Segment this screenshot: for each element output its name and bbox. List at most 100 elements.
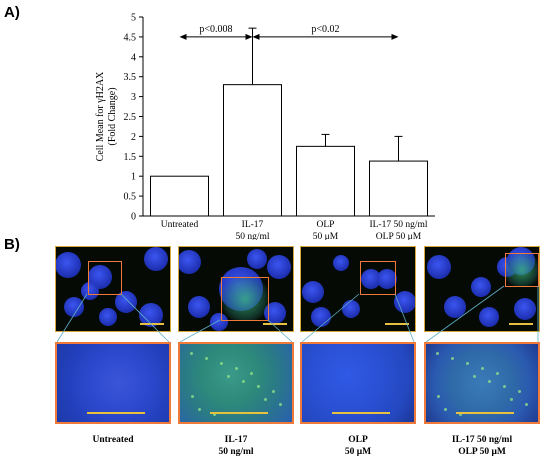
nucleus xyxy=(64,297,84,317)
panel-b-label: B) xyxy=(4,236,20,253)
arrowhead-left xyxy=(252,33,260,40)
nucleus xyxy=(99,308,117,326)
nucleus xyxy=(247,249,267,269)
micrograph-thumbnail xyxy=(178,246,294,332)
y-tick-label: 0.5 xyxy=(124,192,137,203)
y-tick-label: 4.5 xyxy=(124,32,137,43)
green-staining xyxy=(505,253,539,287)
foci-dot xyxy=(444,408,447,411)
y-tick-label: 4 xyxy=(131,52,136,63)
y-axis-title: Cell Mean for γH2AX(Fold Change) xyxy=(95,71,118,161)
foci-dot xyxy=(198,408,201,411)
foci-dot xyxy=(437,395,440,398)
foci-dot xyxy=(436,352,439,355)
error-bars xyxy=(248,27,403,162)
foci-dot xyxy=(518,390,521,393)
arrowhead-right xyxy=(391,33,399,40)
micrograph-caption: Untreated xyxy=(92,435,134,445)
y-tick-label: 3.5 xyxy=(124,72,137,83)
nucleus xyxy=(311,307,331,327)
y-tick-label: 5 xyxy=(131,13,136,24)
x-tick-label: Untreated xyxy=(161,220,199,230)
nucleus xyxy=(342,300,360,318)
nucleus xyxy=(471,277,491,297)
bars xyxy=(150,84,428,217)
nucleus xyxy=(179,250,201,274)
scale-bar xyxy=(456,412,514,414)
foci-dot xyxy=(250,372,253,375)
foci-dot xyxy=(473,375,476,378)
y-tick-label: 1 xyxy=(131,172,136,183)
zoom-connector-lines xyxy=(56,293,170,343)
micrograph-zoom xyxy=(178,342,294,424)
y-tick-label: 1.5 xyxy=(124,152,137,163)
bar xyxy=(296,145,355,217)
foci-dot xyxy=(242,380,245,383)
micrograph-caption: IL-17 50 ng/ml OLP 50 μM xyxy=(451,435,513,457)
foci-dot xyxy=(481,367,484,370)
connector-left xyxy=(179,319,221,343)
nucleus xyxy=(377,269,397,289)
bar-chart: Cell Mean for γH2AX(Fold Change) 0 0.5 1 1.… xyxy=(95,13,435,240)
zoom-connector-lines xyxy=(301,293,415,343)
green-staining xyxy=(221,277,269,321)
nucleus xyxy=(267,255,291,279)
scale-bar xyxy=(210,412,268,414)
nucleus xyxy=(479,307,499,327)
nucleus xyxy=(188,296,210,318)
p-value-label: p<0.02 xyxy=(311,24,339,35)
foci-dot xyxy=(220,362,223,365)
connector-right xyxy=(267,319,293,343)
foci-dot xyxy=(488,380,491,383)
micrograph-zoom xyxy=(55,342,171,424)
nucleus xyxy=(81,282,99,300)
x-tick-label: 50 ng/ml xyxy=(235,232,269,240)
zoom-region-box xyxy=(360,261,396,295)
foci-dot xyxy=(466,362,469,365)
y-tick-label: 0 xyxy=(131,212,136,223)
y-axis-title-line: Cell Mean for γH2AX xyxy=(95,71,106,161)
zoom-region-box xyxy=(221,277,269,321)
nucleus xyxy=(210,313,228,331)
foci-dot xyxy=(190,352,193,355)
connector-left xyxy=(301,293,360,343)
p-value-label: p<0.008 xyxy=(199,24,232,35)
scale-bar xyxy=(87,412,145,414)
foci-dot xyxy=(257,385,260,388)
significance-annotations: p<0.008 p<0.02 xyxy=(179,24,399,40)
arrowhead-right xyxy=(245,33,253,40)
foci-dot xyxy=(205,357,208,360)
nucleus xyxy=(302,281,324,303)
nucleus xyxy=(444,296,466,318)
scale-bar xyxy=(140,323,164,325)
foci-dot xyxy=(235,367,238,370)
y-axis-title-line: (Fold Change) xyxy=(107,87,118,145)
x-tick-label: OLP xyxy=(317,220,335,230)
foci-dot xyxy=(227,375,230,378)
zoom-connector-lines xyxy=(425,285,539,343)
y-axis-label: Cell Mean for γH2AX(Fold Change) xyxy=(95,71,118,161)
foci-dot xyxy=(191,395,194,398)
scale-bar xyxy=(385,323,409,325)
bar xyxy=(150,175,209,217)
nucleus xyxy=(361,269,381,289)
foci-dot xyxy=(213,413,216,416)
nucleus xyxy=(427,255,451,279)
scale-bar xyxy=(332,412,390,414)
connector-left xyxy=(56,293,88,343)
connector-left xyxy=(425,285,505,343)
micrograph-caption: IL-17 50 ng/ml xyxy=(218,435,254,457)
zoom-connector-lines xyxy=(179,319,293,343)
micrograph-zoom xyxy=(424,342,540,424)
scale-bar xyxy=(263,323,287,325)
foci-dot xyxy=(272,390,275,393)
nucleus xyxy=(514,298,536,320)
nucleus xyxy=(333,255,349,271)
nucleus xyxy=(264,302,286,324)
zoom-region-box xyxy=(505,253,539,287)
foci-dot xyxy=(510,398,513,401)
micrograph-caption: OLP 50 μM xyxy=(344,435,372,457)
nucleus xyxy=(144,247,168,271)
connector-right xyxy=(394,293,415,343)
